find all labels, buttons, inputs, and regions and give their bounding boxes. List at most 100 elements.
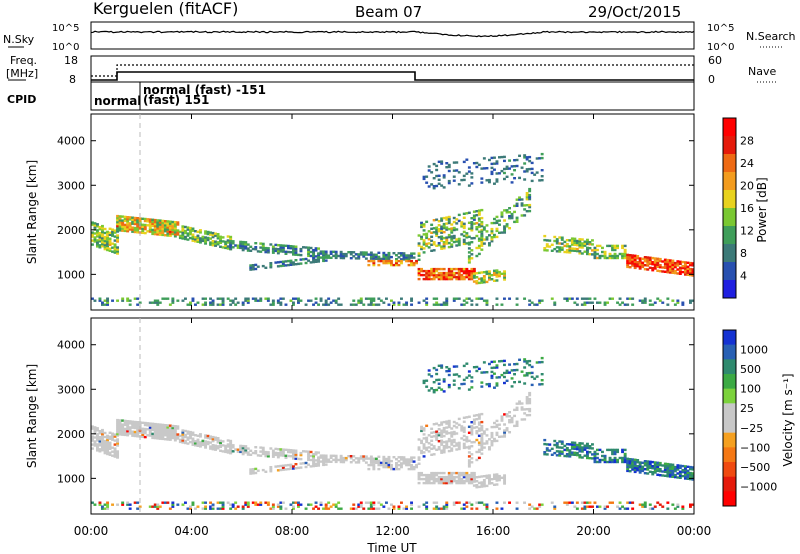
velocity-cell-1495 <box>663 474 667 477</box>
power-cell-245 <box>166 224 170 227</box>
power-cell-874 <box>445 228 449 231</box>
power-cell-416 <box>261 246 265 250</box>
power-cell-1084 <box>528 193 532 197</box>
velocity-cell-1517 <box>671 471 675 474</box>
velocity-cell-210 <box>156 435 160 438</box>
power-cell-1177 <box>503 155 506 159</box>
power-cell-1740 <box>417 301 421 304</box>
power-cell-383 <box>231 246 235 249</box>
velocity-cell-738 <box>447 475 451 479</box>
power-cell-830 <box>432 243 436 246</box>
velocity-cell-1478 <box>653 465 657 468</box>
power-cell-757 <box>457 273 461 277</box>
velocity-cell-605 <box>274 465 278 468</box>
power-cell-1842 <box>653 301 657 304</box>
power-cell-1016 <box>490 232 494 235</box>
power-cell-234 <box>163 230 167 233</box>
power-cell-633 <box>312 258 316 262</box>
velocity-cell-732 <box>445 479 449 483</box>
power-cell-1726 <box>385 297 388 300</box>
velocity-cell-1623 <box>209 501 213 504</box>
velocity-cell-705 <box>430 471 434 475</box>
power-cell-1544 <box>684 269 687 272</box>
velocity-cell-279 <box>181 441 185 444</box>
power-cell-1171 <box>500 169 504 173</box>
velocity-cell-557 <box>382 455 386 459</box>
velocity-cell-702 <box>430 477 434 481</box>
power-cell-19 <box>96 235 99 238</box>
power-cell-12 <box>93 226 97 229</box>
velocity-cell-554 <box>382 461 386 465</box>
velocity-cell-236 <box>163 430 167 433</box>
velocity-cell-936 <box>467 439 471 442</box>
power-cell-387 <box>236 246 240 249</box>
velocity-cell-1275 <box>545 447 549 450</box>
velocity-cell-994 <box>480 452 484 455</box>
power-cell-39 <box>101 234 104 238</box>
power-cell-184 <box>146 224 150 227</box>
velocity-cell-6 <box>91 425 94 428</box>
velocity-cell-1447 <box>638 465 642 468</box>
power-cell-707 <box>432 275 436 279</box>
power-cell-67 <box>108 241 112 244</box>
velocity-cell-1523 <box>673 473 677 477</box>
velocity-cell-459 <box>294 457 298 460</box>
power-cell-563 <box>387 253 391 257</box>
velocity-cell-1207 <box>530 383 534 387</box>
power-cell-1643 <box>241 303 245 306</box>
power-cell-1566 <box>691 262 695 265</box>
velocity-cell-1807 <box>583 507 587 510</box>
velocity-cell-606 <box>276 469 280 472</box>
velocity-cell-860 <box>442 451 446 454</box>
power-cell-1395 <box>613 246 617 250</box>
power-cell-480 <box>312 251 316 254</box>
power-cell-1464 <box>646 256 650 259</box>
power-cell-556 <box>382 253 386 257</box>
velocity-cell-303 <box>191 439 195 442</box>
power-cell-1013 <box>490 240 494 243</box>
velocity-cell-185 <box>146 424 150 427</box>
power-cell-1061 <box>515 204 519 207</box>
power-cell-104 <box>116 216 120 220</box>
velocity-cell-1595 <box>156 507 160 510</box>
power-cell-688 <box>422 277 426 281</box>
velocity-cell-910 <box>457 447 461 451</box>
power-cell-1359 <box>591 239 594 242</box>
power-cell-1417 <box>626 257 630 261</box>
power-cell-951 <box>472 210 476 213</box>
velocity-cell-1094 <box>430 387 434 390</box>
power-cell-850 <box>440 245 444 248</box>
velocity-cell-1502 <box>666 473 670 476</box>
velocity-cell-1190 <box>515 368 519 372</box>
power-cell-454 <box>292 253 295 256</box>
velocity-cell-871 <box>445 444 449 447</box>
power-cell-948 <box>472 218 476 221</box>
velocity-cell-785 <box>470 473 474 477</box>
ytick-label-3: 4000 <box>57 135 85 148</box>
power-cell-795 <box>417 234 421 237</box>
velocity-cell-1199 <box>523 358 527 361</box>
power-cell-1304 <box>565 245 569 248</box>
velocity-cell-1556 <box>689 475 692 479</box>
velocity-cell-186 <box>146 422 150 425</box>
velocity-cell-1661 <box>271 505 275 508</box>
power-cell-1119 <box>447 165 451 169</box>
power-cell-1670 <box>289 299 293 302</box>
power-cell-406 <box>249 245 253 248</box>
velocity-cell-1649 <box>246 501 250 504</box>
velocity-cell-1819 <box>603 505 607 508</box>
velocity-cell-1413 <box>626 469 630 473</box>
power-cell-126 <box>123 217 127 221</box>
velocity-cell-1092 <box>427 373 431 376</box>
power-cell-620 <box>292 263 295 266</box>
power-cell-1451 <box>641 263 645 266</box>
power-cell-1029 <box>495 215 499 219</box>
velocity-cell-887 <box>447 419 451 423</box>
power-cell-1624 <box>211 303 215 306</box>
power-cell-1734 <box>402 303 406 306</box>
power-cell-618 <box>289 261 293 264</box>
power-cell-426 <box>271 251 275 254</box>
power-cell-477 <box>309 246 313 250</box>
power-cell-1743 <box>425 301 429 304</box>
power-cell-1215 <box>538 157 542 160</box>
